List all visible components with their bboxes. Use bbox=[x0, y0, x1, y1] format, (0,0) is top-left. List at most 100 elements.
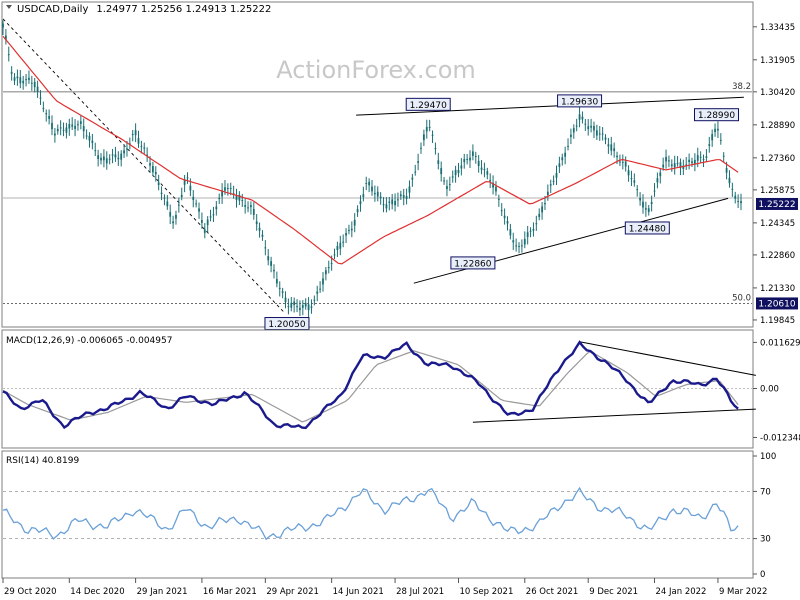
candle-body bbox=[388, 201, 391, 203]
candle-body bbox=[229, 188, 232, 190]
candle-body bbox=[160, 192, 163, 194]
candle-body bbox=[105, 158, 108, 164]
candle-body bbox=[391, 199, 394, 205]
rsi-line bbox=[2, 486, 739, 541]
candlestick bbox=[345, 228, 347, 244]
candle-body bbox=[607, 144, 610, 147]
candle-body bbox=[102, 156, 105, 161]
x-tick-label: 29 Oct 2020 bbox=[4, 587, 57, 597]
candlestick bbox=[62, 122, 65, 137]
candle-body bbox=[454, 169, 457, 176]
candlestick bbox=[2, 20, 4, 36]
candlestick bbox=[91, 133, 94, 150]
candlestick bbox=[100, 153, 102, 165]
candlestick bbox=[714, 123, 716, 137]
candlestick bbox=[624, 156, 627, 172]
candlestick bbox=[166, 195, 169, 210]
candlestick bbox=[685, 156, 688, 170]
candlestick bbox=[287, 298, 290, 315]
candlestick bbox=[561, 153, 564, 166]
candle-body bbox=[725, 168, 728, 173]
candlestick bbox=[53, 128, 56, 143]
candle-body bbox=[598, 133, 601, 135]
price-y-tick-label: 1.33435 bbox=[760, 23, 795, 33]
candle-body bbox=[541, 206, 543, 213]
candle-body bbox=[13, 77, 16, 81]
candle-body bbox=[215, 206, 218, 210]
candle-body bbox=[126, 148, 128, 150]
candlestick bbox=[564, 146, 567, 165]
candle-body bbox=[633, 180, 636, 183]
candlestick bbox=[140, 140, 143, 154]
candle-body bbox=[350, 228, 353, 231]
candle-body bbox=[345, 233, 347, 236]
ohlc-label: 1.24977 1.25256 1.24913 1.25222 bbox=[96, 4, 271, 15]
candle-body bbox=[258, 227, 261, 231]
x-tick-label: 28 Jul 2021 bbox=[396, 587, 444, 597]
candle-body bbox=[365, 183, 368, 185]
candlestick bbox=[728, 170, 731, 188]
candle-body bbox=[431, 134, 434, 136]
candlestick bbox=[30, 75, 33, 91]
macd-y-tick-label: 0.011629 bbox=[760, 338, 800, 348]
x-tick-label: 24 Jan 2022 bbox=[656, 587, 707, 597]
candle-body bbox=[342, 241, 345, 243]
candle-body bbox=[420, 147, 422, 149]
candlestick bbox=[440, 161, 443, 182]
candlestick bbox=[437, 152, 440, 170]
candlestick bbox=[558, 156, 561, 174]
candlestick bbox=[665, 149, 667, 169]
symbol-label: USDCAD bbox=[17, 4, 60, 15]
candlestick bbox=[114, 146, 117, 162]
candle-body bbox=[503, 215, 506, 219]
candle-body bbox=[578, 114, 581, 120]
candle-body bbox=[108, 158, 111, 160]
annotation-text: 1.20050 bbox=[268, 320, 305, 330]
price-panel: ActionForex.com 38.2 50.0 1.20050 1.22860 1… bbox=[1, 1, 798, 331]
candle-body bbox=[443, 180, 445, 182]
candlestick bbox=[584, 118, 587, 132]
candle-body bbox=[117, 157, 120, 160]
candlestick bbox=[336, 241, 339, 258]
candlestick bbox=[500, 203, 503, 217]
candle-body bbox=[100, 157, 102, 161]
candlestick bbox=[737, 194, 740, 208]
candle-body bbox=[85, 135, 88, 137]
candle-body bbox=[495, 186, 497, 192]
candlestick bbox=[434, 142, 437, 155]
candle-body bbox=[616, 155, 618, 158]
candlestick bbox=[483, 162, 486, 178]
candle-body bbox=[301, 305, 304, 308]
candlestick bbox=[711, 129, 714, 147]
candlestick bbox=[610, 136, 613, 156]
candle-body bbox=[451, 176, 454, 178]
candlestick bbox=[273, 264, 275, 279]
candlestick bbox=[25, 74, 27, 87]
candlestick bbox=[555, 165, 558, 185]
price-panel-frame bbox=[1, 1, 754, 328]
collapse-arrow-icon[interactable] bbox=[6, 5, 12, 9]
candlestick bbox=[497, 194, 500, 207]
candlestick bbox=[719, 133, 722, 145]
candle-body bbox=[356, 209, 359, 213]
candlestick bbox=[39, 90, 42, 105]
candle-body bbox=[36, 86, 39, 92]
candle-body bbox=[382, 204, 385, 206]
candle-body bbox=[131, 133, 134, 135]
candle-body bbox=[624, 161, 627, 167]
candlestick bbox=[252, 202, 255, 220]
candlestick bbox=[82, 118, 85, 139]
candle-body bbox=[538, 213, 541, 217]
candle-body bbox=[546, 191, 549, 196]
candle-body bbox=[437, 160, 440, 164]
candle-body bbox=[359, 201, 362, 205]
candle-body bbox=[448, 184, 451, 186]
candle-body bbox=[74, 125, 76, 129]
candle-body bbox=[88, 135, 91, 141]
candlestick bbox=[535, 215, 538, 231]
candle-body bbox=[676, 162, 679, 164]
candlestick bbox=[575, 118, 578, 132]
candle-body bbox=[702, 159, 705, 161]
x-tick-label: 9 Mar 2022 bbox=[719, 587, 767, 597]
